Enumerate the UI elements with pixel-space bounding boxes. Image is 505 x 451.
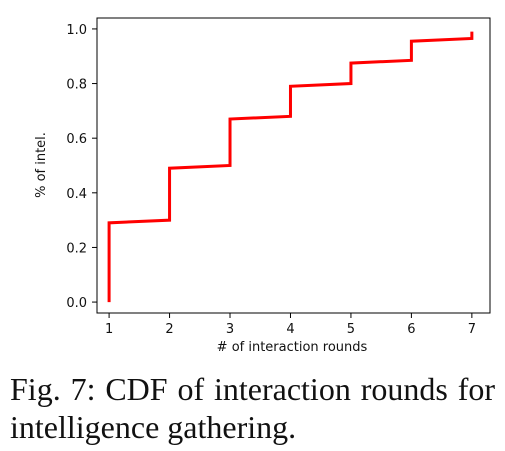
y-tick-label-4: 0.8: [66, 78, 87, 93]
figure-caption: Fig. 7: CDF of interaction rounds for in…: [10, 371, 495, 445]
x-tick-label-3: 3: [226, 322, 234, 337]
x-tick-label-1: 1: [105, 322, 113, 337]
cdf-chart: 1 2 3 4 5 6 7 0.0 0.2 0.4 0.6 0.8 1.0 % of intel. # …: [34, 17, 491, 355]
x-tick-label-5: 5: [347, 322, 355, 337]
chart: 1 2 3 4 5 6 7 0.0 0.2 0.4 0.6 0.8 1.0 % of intel. # …: [34, 17, 491, 355]
y-tick-label-3: 0.6: [66, 132, 87, 147]
x-tick-label-7: 7: [468, 322, 476, 337]
y-tick-label-2: 0.4: [66, 187, 87, 202]
y-axis-label: % of intel.: [34, 132, 49, 198]
x-axis-label: # of interaction rounds: [217, 340, 368, 355]
x-tick-label-4: 4: [286, 322, 294, 337]
x-tick-label-6: 6: [407, 322, 415, 337]
y-tick-label-1: 0.2: [66, 241, 87, 256]
plot-frame: [96, 17, 491, 314]
x-tick-label-2: 2: [165, 322, 173, 337]
plot-layer: 1 2 3 4 5 6 7 0.0 0.2 0.4 0.6 0.8 1.0: [66, 17, 491, 337]
y-tick-label-5: 1.0: [66, 23, 87, 38]
series-line-0: [107, 31, 474, 303]
y-tick-label-0: 0.0: [66, 296, 87, 311]
